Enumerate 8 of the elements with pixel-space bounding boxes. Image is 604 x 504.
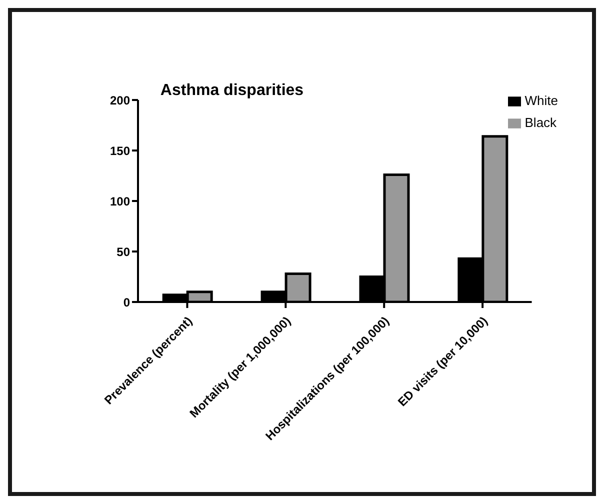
y-tick-label: 50 xyxy=(116,244,130,259)
y-tick-label: 200 xyxy=(110,93,130,108)
chart-title: Asthma disparities xyxy=(160,82,304,99)
legend-label: Black xyxy=(524,115,557,130)
y-tick-label: 0 xyxy=(123,295,130,310)
y-tick-label: 100 xyxy=(110,194,130,208)
y-tick-label: 150 xyxy=(110,144,130,158)
legend-label: White xyxy=(524,93,558,108)
